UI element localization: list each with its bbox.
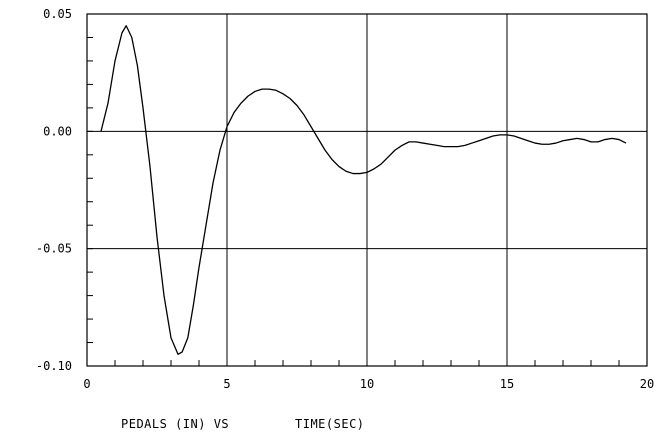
x-tick-label: 5 [223, 377, 230, 391]
y-tick-label: 0.05 [43, 7, 72, 21]
grid-layer [87, 14, 647, 366]
x-tick-label: 20 [640, 377, 654, 391]
y-tick-label: 0.00 [43, 124, 72, 138]
y-tick-label: -0.10 [36, 359, 72, 373]
caption-y-variable: PEDALS (IN) VS [121, 417, 229, 431]
plot-frame [86, 13, 648, 367]
x-tick-label: 10 [360, 377, 374, 391]
caption-x-variable: TIME(SEC) [295, 417, 365, 431]
x-tick-label: 15 [500, 377, 514, 391]
tick-label-layer: 0 5 10 15 20 0.05 0.00 -0.05 -0.10 [36, 7, 654, 391]
x-tick-label: 0 [83, 377, 90, 391]
data-series-line [100, 25, 627, 355]
y-tick-label: -0.05 [36, 242, 72, 256]
